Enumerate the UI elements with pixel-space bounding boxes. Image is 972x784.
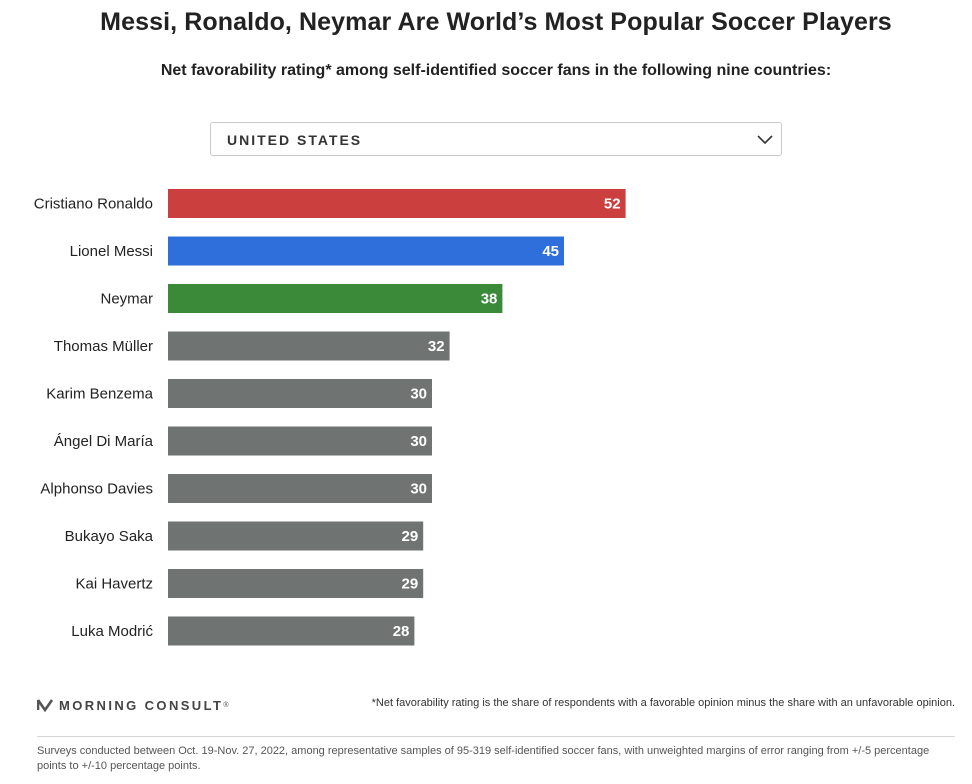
country-select[interactable]: UNITED STATES — [210, 122, 782, 156]
category-label-kai-havertz: Kai Havertz — [75, 576, 153, 593]
category-label-thomas-muller: Thomas Müller — [54, 338, 153, 355]
bar-luka-modric — [168, 616, 415, 646]
bar-alphonso-davies — [168, 474, 432, 503]
bar-cristiano-ronaldo — [168, 189, 626, 218]
bar-thomas-muller — [168, 331, 450, 361]
footnote: *Net favorability rating is the share of… — [371, 697, 955, 709]
bar-value-cristiano-ronaldo: 52 — [604, 196, 621, 213]
chevron-down-icon — [757, 135, 773, 145]
bar-angel-di-maria — [168, 426, 432, 456]
bar-value-lionel-messi: 45 — [542, 243, 559, 260]
divider — [37, 736, 955, 737]
bar-bukayo-saka — [168, 521, 424, 551]
bar-lionel-messi — [168, 236, 564, 266]
bar-value-kai-havertz: 29 — [402, 576, 419, 593]
bar-value-bukayo-saka: 29 — [402, 528, 419, 545]
logo-trademark: ® — [223, 701, 229, 709]
logo-mark-icon — [37, 699, 53, 712]
bar-neymar — [168, 284, 503, 313]
country-select-value: UNITED STATES — [227, 132, 363, 148]
bar-value-karim-benzema: 30 — [410, 386, 427, 403]
bar-kai-havertz — [168, 569, 424, 598]
category-label-karim-benzema: Karim Benzema — [46, 386, 153, 403]
category-label-cristiano-ronaldo: Cristiano Ronaldo — [34, 196, 153, 213]
bar-karim-benzema — [168, 379, 432, 408]
morning-consult-logo: MORNING CONSULT ® — [37, 696, 228, 714]
chart-subtitle: Net favorability rating* among self-iden… — [160, 62, 832, 79]
category-label-luka-modric: Luka Modrić — [71, 623, 153, 640]
bar-value-angel-di-maria: 30 — [410, 433, 427, 450]
logo-text: MORNING CONSULT — [59, 697, 224, 713]
category-label-lionel-messi: Lionel Messi — [70, 243, 153, 260]
chart-title: Messi, Ronaldo, Neymar Are World’s Most … — [100, 8, 892, 36]
bar-chart: Cristiano Ronaldo 52 Lionel Messi 45 Neymar 3… — [34, 189, 626, 646]
source-note: Surveys conducted between Oct. 19-Nov. 2… — [37, 745, 930, 772]
bar-value-neymar: 38 — [481, 291, 498, 308]
bar-value-thomas-muller: 32 — [428, 338, 445, 355]
category-label-neymar: Neymar — [100, 291, 153, 308]
bar-value-alphonso-davies: 30 — [410, 481, 427, 498]
category-label-alphonso-davies: Alphonso Davies — [40, 481, 153, 498]
category-label-bukayo-saka: Bukayo Saka — [65, 528, 154, 545]
bar-value-luka-modric: 28 — [393, 623, 410, 640]
category-label-angel-di-maria: Ángel Di María — [54, 433, 154, 450]
